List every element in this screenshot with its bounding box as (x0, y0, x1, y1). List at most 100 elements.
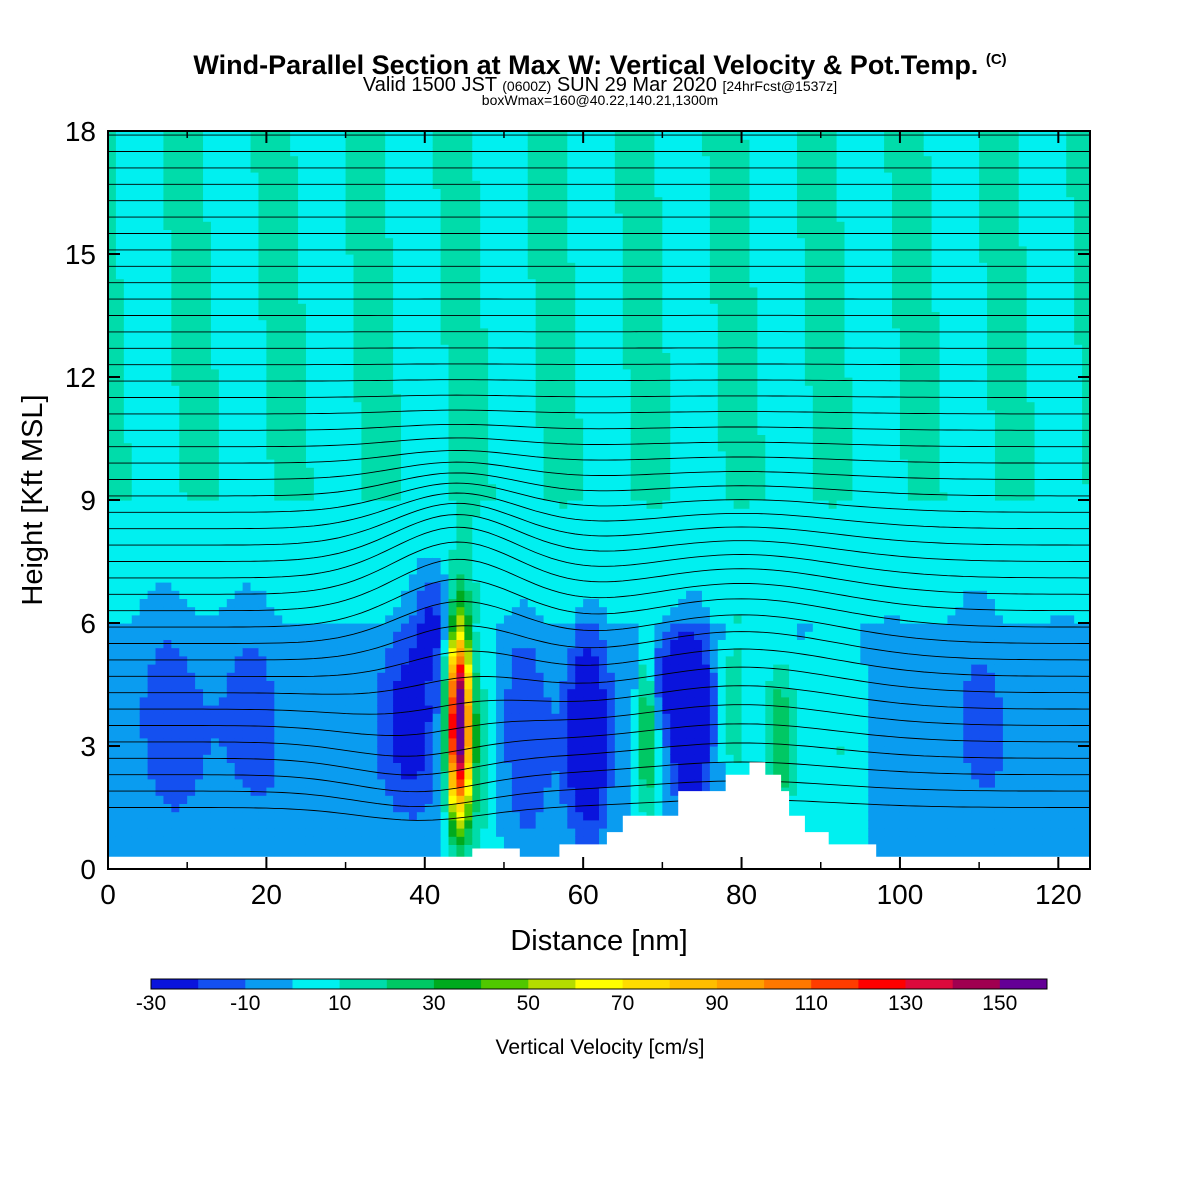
field-cell (108, 778, 117, 788)
field-cell (321, 664, 331, 673)
field-cell (274, 319, 283, 329)
field-cell (448, 409, 458, 419)
field-cell (345, 319, 355, 329)
field-cell (432, 344, 442, 353)
field-cell (274, 623, 283, 632)
field-cell (456, 565, 465, 575)
field-cell (266, 754, 275, 763)
field-cell (115, 844, 125, 854)
field-cell (448, 270, 458, 280)
field-cell (535, 598, 545, 608)
field-cell (266, 139, 275, 148)
field-cell (266, 434, 275, 444)
field-cell (488, 754, 497, 763)
field-cell (266, 368, 275, 378)
field-cell (361, 623, 370, 632)
field-cell (226, 614, 236, 624)
field-cell (313, 459, 323, 468)
field-cell (139, 352, 149, 362)
field-cell (179, 368, 188, 378)
field-cell (298, 762, 307, 772)
field-cell (456, 778, 465, 788)
field-cell (258, 746, 267, 755)
field-cell (187, 368, 196, 378)
field-cell (242, 762, 252, 772)
field-cell (345, 401, 355, 411)
field-cell (543, 754, 553, 763)
field-cell (432, 418, 442, 427)
field-cell (179, 844, 188, 854)
field-cell (115, 483, 125, 493)
field-cell (480, 754, 489, 763)
field-cell (195, 319, 204, 329)
field-cell (456, 172, 465, 181)
field-cell (511, 254, 521, 263)
field-cell (401, 434, 410, 444)
field-cell (408, 344, 418, 353)
field-cell (535, 360, 545, 370)
field-cell (361, 582, 370, 591)
field-cell (195, 483, 204, 493)
field-cell (432, 623, 442, 632)
field-cell (290, 139, 299, 148)
field-cell (369, 631, 378, 640)
field-cell (226, 385, 236, 394)
field-cell (250, 795, 260, 804)
field-cell (393, 836, 402, 845)
field-cell (250, 819, 260, 829)
field-cell (139, 844, 149, 854)
field-cell (108, 336, 117, 345)
field-cell (250, 204, 260, 214)
field-cell (108, 762, 117, 772)
field-cell (171, 500, 180, 509)
field-cell (123, 336, 133, 345)
field-cell (329, 155, 339, 165)
field-cell (424, 729, 434, 739)
field-cell (305, 483, 315, 493)
field-cell (385, 450, 394, 460)
field-cell (171, 746, 180, 755)
field-cell (337, 672, 347, 681)
field-cell (203, 836, 212, 845)
field-cell (448, 500, 458, 509)
field-cell (543, 516, 553, 526)
field-cell (535, 573, 545, 583)
field-cell (274, 483, 283, 493)
field-cell (234, 155, 244, 165)
field-cell (298, 524, 307, 534)
field-cell (298, 532, 307, 542)
field-cell (408, 721, 418, 731)
field-cell (203, 467, 212, 476)
field-cell (321, 254, 331, 263)
field-cell (274, 737, 283, 747)
field-cell (195, 155, 204, 165)
field-cell (195, 172, 204, 181)
field-cell (464, 172, 473, 181)
field-cell (305, 598, 315, 608)
field-cell (305, 426, 315, 435)
field-cell (242, 606, 252, 616)
field-cell (503, 672, 513, 681)
field-cell (385, 426, 394, 435)
field-cell (511, 828, 521, 837)
field-cell (226, 204, 236, 214)
field-cell (250, 623, 260, 632)
field-cell (401, 524, 410, 534)
field-cell (503, 434, 513, 444)
field-cell (401, 590, 410, 599)
field-cell (353, 270, 363, 280)
field-cell (313, 770, 323, 780)
field-cell (543, 541, 553, 550)
field-cell (519, 368, 529, 378)
field-cell (543, 680, 553, 690)
field-cell (290, 573, 299, 583)
field-cell (519, 221, 529, 230)
field-cell (543, 795, 553, 804)
field-cell (329, 696, 339, 706)
field-cell (242, 483, 252, 493)
field-cell (305, 787, 315, 796)
field-cell (266, 770, 275, 780)
field-cell (282, 631, 291, 640)
field-cell (203, 614, 212, 624)
field-cell (503, 270, 513, 280)
